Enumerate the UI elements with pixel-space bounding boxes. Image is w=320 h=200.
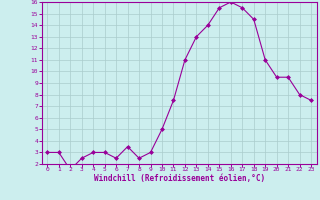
X-axis label: Windchill (Refroidissement éolien,°C): Windchill (Refroidissement éolien,°C) (94, 174, 265, 183)
